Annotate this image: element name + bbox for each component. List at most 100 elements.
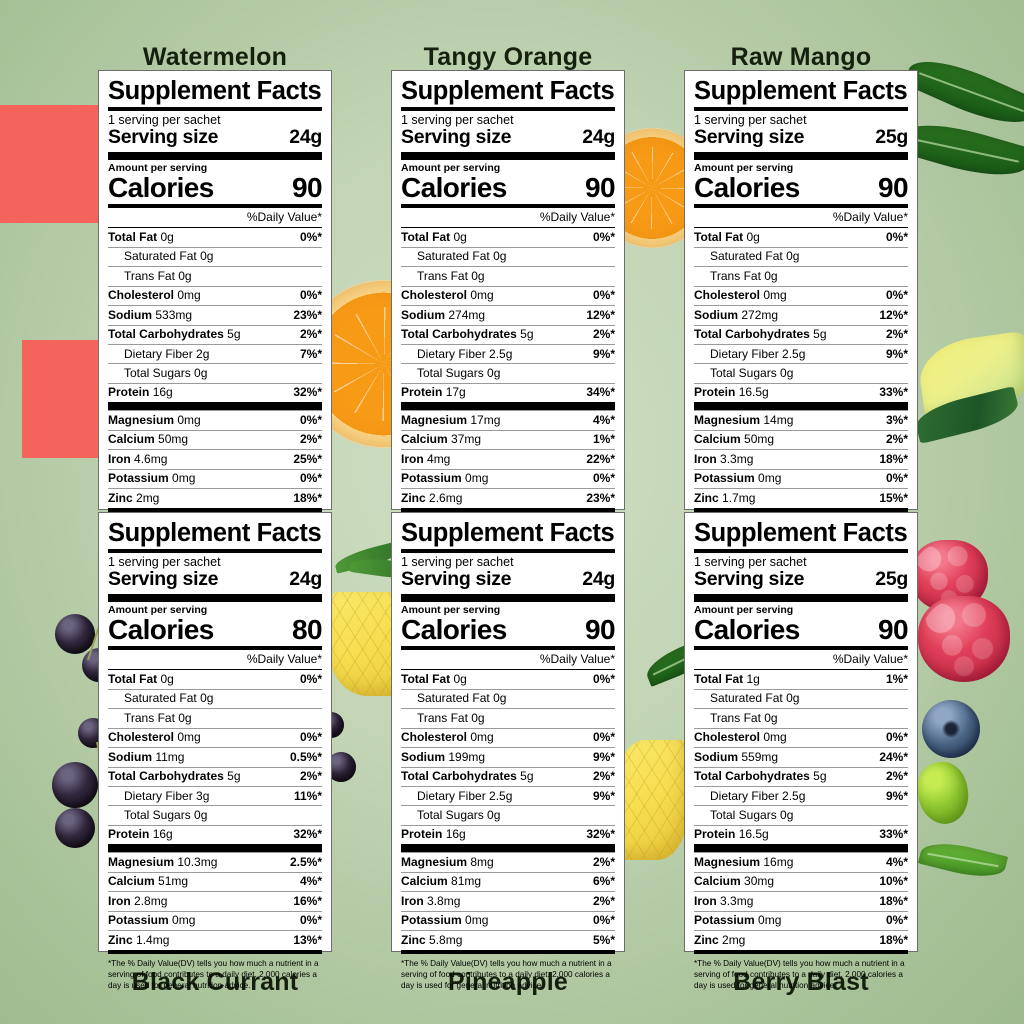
nutrient-name: Iron (401, 893, 424, 908)
nutrient-name: Saturated Fat (417, 691, 490, 706)
flavor-title-black-currant: Black Currant (131, 968, 299, 996)
nutrient-row: Calcium 50mg 2%* (108, 431, 322, 449)
nutrient-row: Potassium 0mg 0%* (694, 470, 908, 488)
nutrient-row: Magnesium 8mg 2%* (401, 853, 615, 871)
nutrient-daily-value: 0%* (592, 229, 615, 244)
nutrient-amount: 1.7mg (722, 490, 756, 505)
calories-label: Calories (108, 172, 214, 204)
nutrient-daily-value: 2%* (592, 769, 615, 784)
calories-row: Calories 90 (694, 616, 909, 646)
nutrient-amount: 0g (786, 691, 800, 706)
nutrient-row: Sodium 11mg 0.5%* (108, 748, 322, 766)
nutrient-row: Sodium 199mg 9%* (401, 748, 615, 766)
nutrient-row: Protein 16g 32%* (401, 826, 615, 844)
nutrient-row: Cholesterol 0mg 0%* (108, 729, 322, 747)
nutrient-row: Sodium 559mg 24%* (694, 748, 908, 766)
nutrient-name: Cholesterol (401, 730, 468, 745)
nutrient-name: Iron (694, 451, 717, 466)
nutrient-name: Protein (108, 385, 150, 400)
nutrient-name: Trans Fat (124, 710, 175, 725)
nutrient-name: Iron (108, 451, 131, 466)
supplement-facts-panel: Supplement Facts 1 serving per sachet Serv… (98, 512, 332, 990)
nutrient-row: Zinc 1.7mg 15%* (694, 489, 908, 507)
nutrient-row: Total Fat 0g 0%* (108, 670, 322, 688)
nutrient-daily-value: 2%* (299, 432, 322, 447)
nutrient-daily-value: 0%* (299, 229, 322, 244)
nutrient-daily-value: 3%* (885, 412, 908, 427)
nutrient-amount: 0g (786, 249, 800, 264)
nutrient-name: Total Carbohydrates (108, 769, 224, 784)
nutrient-daily-value: 0%* (592, 288, 615, 303)
nutrient-name: Sodium (108, 749, 152, 764)
nutrient-amount: 0g (194, 807, 208, 822)
nutrient-daily-value: 18%* (879, 451, 908, 466)
nutrient-amount: 0g (471, 268, 485, 283)
serving-size-label: Serving size (108, 126, 219, 149)
nutrient-amount: 0mg (758, 913, 782, 928)
nutrient-row: Potassium 0mg 0%* (694, 912, 908, 930)
panel-title: Supplement Facts (694, 77, 908, 105)
nutrient-row: Total Sugars 0g (694, 806, 908, 824)
nutrient-amount: 2.5g (489, 788, 513, 803)
raw-mango-skin-icon (912, 385, 1022, 445)
nutrient-row: Potassium 0mg 0%* (108, 912, 322, 930)
nutrient-name: Calcium (108, 432, 155, 447)
serving-size-value: 24g (289, 568, 322, 591)
daily-value-header: %Daily Value* (832, 210, 908, 225)
flavor-title-pineapple: Pineapple (448, 968, 568, 996)
nutrient-name: Magnesium (108, 412, 175, 427)
nutrient-row: Dietary Fiber 2.5g 9%* (401, 787, 615, 805)
nutrient-name: Protein (401, 827, 443, 842)
nutrient-daily-value: 33%* (879, 827, 908, 842)
nutrient-row: Iron 3.3mg 18%* (694, 450, 908, 468)
serving-size-label: Serving size (401, 126, 512, 149)
calories-value: 90 (292, 172, 323, 204)
nutrient-name: Cholesterol (401, 288, 468, 303)
serving-size-row: Serving size 25g (694, 568, 908, 593)
nutrient-daily-value: 32%* (293, 385, 322, 400)
nutrient-name: Magnesium (401, 412, 468, 427)
nutrient-name: Dietary Fiber (124, 346, 193, 361)
panel-title: Supplement Facts (401, 519, 615, 547)
supplement-facts-panel: Supplement Facts 1 serving per sachet Serv… (391, 70, 625, 548)
serving-size-value: 24g (289, 126, 322, 149)
nutrient-name: Magnesium (108, 854, 175, 869)
nutrient-daily-value: 0%* (592, 730, 615, 745)
nutrient-row: Zinc 1.4mg 13%* (108, 931, 322, 949)
nutrient-row: Iron 4.6mg 25%* (108, 450, 322, 468)
nutrient-daily-value: 2%* (592, 893, 615, 908)
nutrient-daily-value: 0%* (885, 229, 908, 244)
nutrient-daily-value: 32%* (293, 827, 322, 842)
nutrient-name: Saturated Fat (710, 691, 783, 706)
nutrient-row: Cholesterol 0mg 0%* (401, 287, 615, 305)
nutrient-daily-value: 1%* (885, 671, 908, 686)
nutrient-amount: 5g (520, 327, 534, 342)
nutrient-amount: 0g (471, 710, 485, 725)
nutrient-row: Zinc 5.8mg 5%* (401, 931, 615, 949)
nutrient-amount: 0g (453, 671, 467, 686)
nutrient-daily-value: 4%* (885, 854, 908, 869)
serving-size-row: Serving size 24g (401, 126, 615, 151)
nutrient-amount: 16.5g (738, 385, 769, 400)
nutrient-amount: 37mg (451, 432, 482, 447)
nutrient-daily-value: 25%* (293, 451, 322, 466)
nutrient-amount: 0g (780, 807, 794, 822)
daily-value-footnote: *The % Daily Value(DV) tells you how muc… (694, 958, 905, 990)
nutrient-row: Magnesium 10.3mg 2.5%* (108, 853, 322, 871)
nutrient-daily-value: 11%* (293, 788, 322, 803)
nutrient-row: Zinc 2mg 18%* (694, 931, 908, 949)
calories-label: Calories (694, 172, 800, 204)
nutrient-amount: 2.6mg (429, 490, 463, 505)
nutrient-amount: 1g (746, 671, 760, 686)
calories-row: Calories 90 (401, 174, 616, 204)
nutrient-row: Total Sugars 0g (401, 806, 615, 824)
nutrient-name: Calcium (694, 874, 741, 889)
nutrient-name: Zinc (694, 932, 719, 947)
serving-size-value: 24g (582, 568, 615, 591)
nutrient-name: Saturated Fat (417, 249, 490, 264)
nutrient-amount: 81mg (451, 874, 482, 889)
nutrient-row: Cholesterol 0mg 0%* (694, 729, 908, 747)
nutrient-daily-value: 4%* (592, 412, 615, 427)
raspberry-icon (918, 596, 1010, 682)
daily-value-footnote: *The % Daily Value(DV) tells you how muc… (401, 958, 612, 990)
